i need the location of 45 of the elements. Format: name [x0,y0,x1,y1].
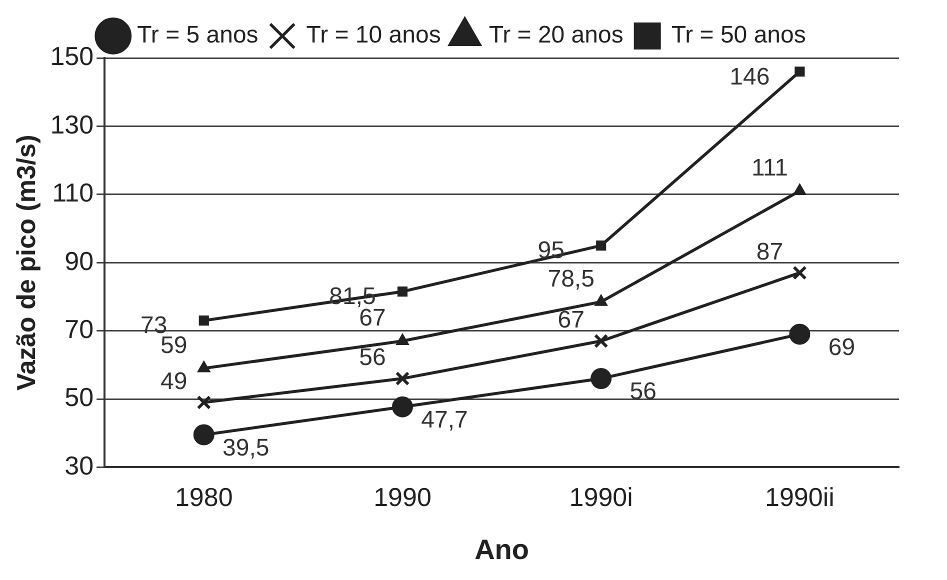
legend-label: Tr = 5 anos [137,22,258,49]
data-label: 87 [756,238,784,266]
data-label: 49 [160,368,188,396]
point [596,240,606,251]
point [198,316,209,326]
y-tick-label: 70 [64,314,94,344]
point [794,66,805,77]
y-tick-label: 130 [50,109,94,140]
y-tick-label: 110 [52,178,94,208]
data-label: 47,7 [421,406,468,434]
legend-label: Tr = 10 anos [306,22,441,49]
data-label: 39,5 [222,434,270,462]
data-label: 69 [828,334,856,361]
y-tick-label: 90 [64,246,94,276]
x-tick-label: 1990ii [764,482,834,512]
point [196,395,212,410]
point [392,396,413,418]
point [397,286,408,297]
data-label: 146 [730,63,770,90]
y-axis-title: Vazão de pico (m3/s) [10,134,41,390]
point [595,295,607,306]
y-tick-label: 150 [50,41,94,72]
x-tick-label: 1990 [374,482,432,512]
data-label: 78,5 [548,265,594,292]
point [789,324,810,345]
point [794,184,806,195]
y-tick-label: 30 [64,450,94,480]
x-tick-label: 1990i [569,482,633,512]
legend-label: Tr = 50 anos [671,22,806,49]
data-label: 56 [630,378,656,406]
point [198,362,210,372]
point [193,424,214,446]
data-label: 67 [359,304,386,332]
x-tick-label: 1980 [174,482,233,512]
legend-label: Tr = 20 anos [488,22,624,49]
x-axis-title: Ano [474,534,530,565]
data-label: 111 [751,154,788,182]
y-tick-label: 50 [64,382,94,412]
point [590,368,612,390]
point [395,371,410,386]
data-label: 56 [359,344,386,372]
point [594,334,608,348]
point [792,266,807,280]
point [396,334,408,346]
data-label: 67 [558,306,584,334]
